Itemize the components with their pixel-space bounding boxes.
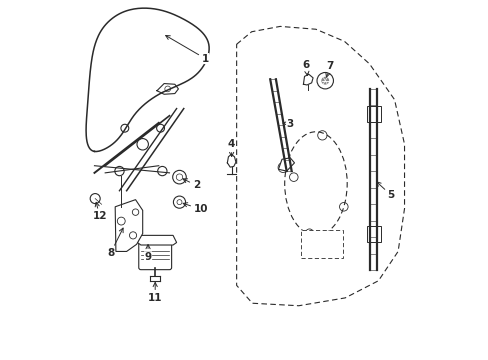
Text: 5: 5 — [376, 182, 394, 200]
Text: 6: 6 — [302, 60, 309, 76]
Text: 11: 11 — [148, 283, 162, 303]
Text: 2: 2 — [183, 179, 200, 190]
Text: 3: 3 — [283, 118, 293, 129]
Bar — [366, 226, 380, 242]
Polygon shape — [115, 200, 142, 251]
Circle shape — [321, 77, 328, 85]
Bar — [300, 230, 343, 258]
Text: 9: 9 — [144, 244, 151, 262]
Text: 7: 7 — [325, 61, 333, 77]
FancyBboxPatch shape — [139, 240, 171, 270]
Text: 8: 8 — [107, 228, 123, 258]
Text: 1: 1 — [165, 36, 208, 64]
Bar — [366, 106, 380, 122]
Text: 10: 10 — [183, 203, 208, 214]
Polygon shape — [278, 158, 294, 171]
Polygon shape — [137, 235, 176, 245]
Text: 4: 4 — [227, 139, 235, 157]
Text: 12: 12 — [92, 202, 107, 221]
